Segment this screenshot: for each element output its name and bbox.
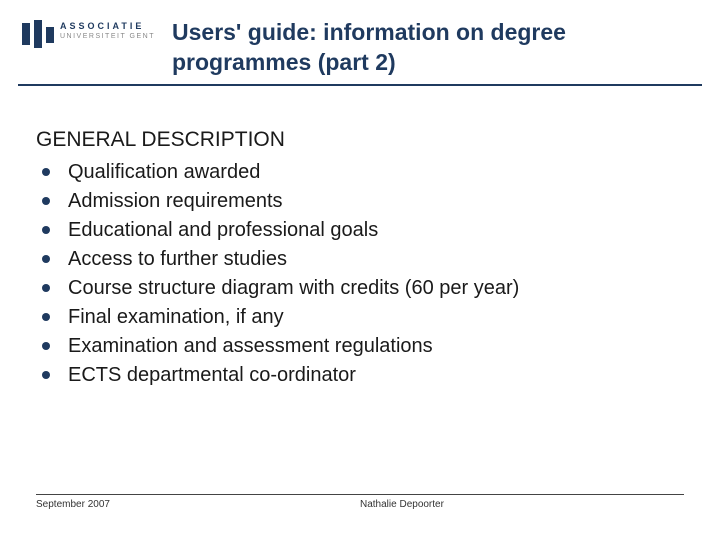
list-item-text: ECTS departmental co-ordinator bbox=[68, 361, 356, 390]
bullet-icon bbox=[42, 168, 50, 176]
bullet-icon bbox=[42, 226, 50, 234]
footer-author: Nathalie Depoorter bbox=[360, 499, 684, 510]
bullet-icon bbox=[42, 371, 50, 379]
slide-footer: September 2007 Nathalie Depoorter bbox=[0, 494, 720, 510]
section-heading: GENERAL DESCRIPTION bbox=[36, 128, 684, 152]
title-rule-wrap bbox=[0, 78, 720, 86]
footer-row: September 2007 Nathalie Depoorter bbox=[36, 499, 684, 510]
list-item: Educational and professional goals bbox=[36, 216, 684, 245]
logo-text: ASSOCIATIE UNIVERSITEIT GENT bbox=[60, 22, 155, 40]
list-item: Final examination, if any bbox=[36, 303, 684, 332]
list-item: Examination and assessment regulations bbox=[36, 332, 684, 361]
footer-rule bbox=[36, 494, 684, 495]
list-item-text: Educational and professional goals bbox=[68, 216, 378, 245]
list-item: Admission requirements bbox=[36, 187, 684, 216]
slide-title: Users' guide: information on degree prog… bbox=[172, 14, 702, 78]
bullet-list: Qualification awarded Admission requirem… bbox=[36, 158, 684, 390]
list-item: ECTS departmental co-ordinator bbox=[36, 361, 684, 390]
list-item-text: Examination and assessment regulations bbox=[68, 332, 433, 361]
slide-header: ASSOCIATIE UNIVERSITEIT GENT Users' guid… bbox=[0, 0, 720, 78]
logo-line1: ASSOCIATIE bbox=[60, 22, 155, 31]
logo-line2: UNIVERSITEIT GENT bbox=[60, 33, 155, 40]
list-item-text: Final examination, if any bbox=[68, 303, 284, 332]
list-item-text: Admission requirements bbox=[68, 187, 283, 216]
logo: ASSOCIATIE UNIVERSITEIT GENT bbox=[18, 14, 158, 62]
bullet-icon bbox=[42, 284, 50, 292]
logo-mark-icon bbox=[18, 20, 52, 48]
bullet-icon bbox=[42, 342, 50, 350]
list-item-text: Course structure diagram with credits (6… bbox=[68, 274, 519, 303]
bullet-icon bbox=[42, 255, 50, 263]
list-item: Access to further studies bbox=[36, 245, 684, 274]
slide-body: GENERAL DESCRIPTION Qualification awarde… bbox=[0, 86, 720, 390]
footer-date: September 2007 bbox=[36, 499, 360, 510]
bullet-icon bbox=[42, 197, 50, 205]
bullet-icon bbox=[42, 313, 50, 321]
slide: { "logo": { "line1": "ASSOCIATIE", "line… bbox=[0, 0, 720, 540]
list-item: Qualification awarded bbox=[36, 158, 684, 187]
list-item-text: Qualification awarded bbox=[68, 158, 260, 187]
list-item: Course structure diagram with credits (6… bbox=[36, 274, 684, 303]
list-item-text: Access to further studies bbox=[68, 245, 287, 274]
